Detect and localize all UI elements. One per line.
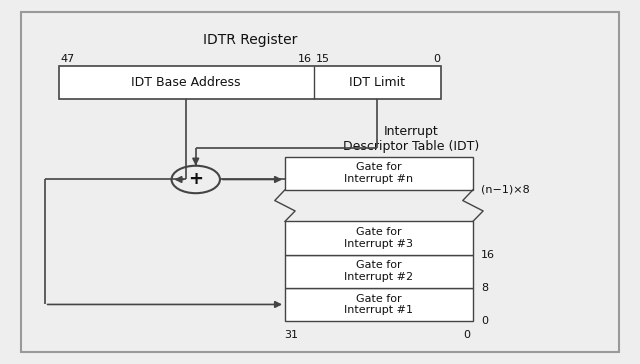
Text: 16: 16 bbox=[298, 54, 312, 64]
Bar bbox=[285, 157, 473, 190]
Bar bbox=[59, 66, 441, 99]
Text: IDT Base Address: IDT Base Address bbox=[131, 76, 241, 89]
Bar bbox=[285, 288, 473, 321]
Text: 16: 16 bbox=[481, 250, 495, 260]
Text: +: + bbox=[188, 170, 204, 189]
FancyBboxPatch shape bbox=[20, 12, 620, 352]
Text: 15: 15 bbox=[316, 54, 330, 64]
Text: 0: 0 bbox=[433, 54, 440, 64]
Text: (n−1)×8: (n−1)×8 bbox=[481, 185, 530, 195]
Text: IDT Limit: IDT Limit bbox=[349, 76, 405, 89]
Text: 8: 8 bbox=[481, 283, 488, 293]
Text: IDTR Register: IDTR Register bbox=[203, 32, 297, 47]
Bar bbox=[285, 254, 473, 288]
Bar bbox=[285, 221, 473, 254]
Text: Gate for
Interrupt #3: Gate for Interrupt #3 bbox=[344, 227, 413, 249]
Text: Gate for
Interrupt #1: Gate for Interrupt #1 bbox=[344, 294, 413, 315]
Text: Interrupt
Descriptor Table (IDT): Interrupt Descriptor Table (IDT) bbox=[342, 125, 479, 153]
Text: 0: 0 bbox=[481, 316, 488, 326]
Text: Gate for
Interrupt #2: Gate for Interrupt #2 bbox=[344, 260, 413, 282]
Text: 47: 47 bbox=[60, 54, 74, 64]
Text: Gate for
Interrupt #n: Gate for Interrupt #n bbox=[344, 162, 413, 184]
Text: 31: 31 bbox=[284, 330, 298, 340]
Text: 0: 0 bbox=[463, 330, 470, 340]
